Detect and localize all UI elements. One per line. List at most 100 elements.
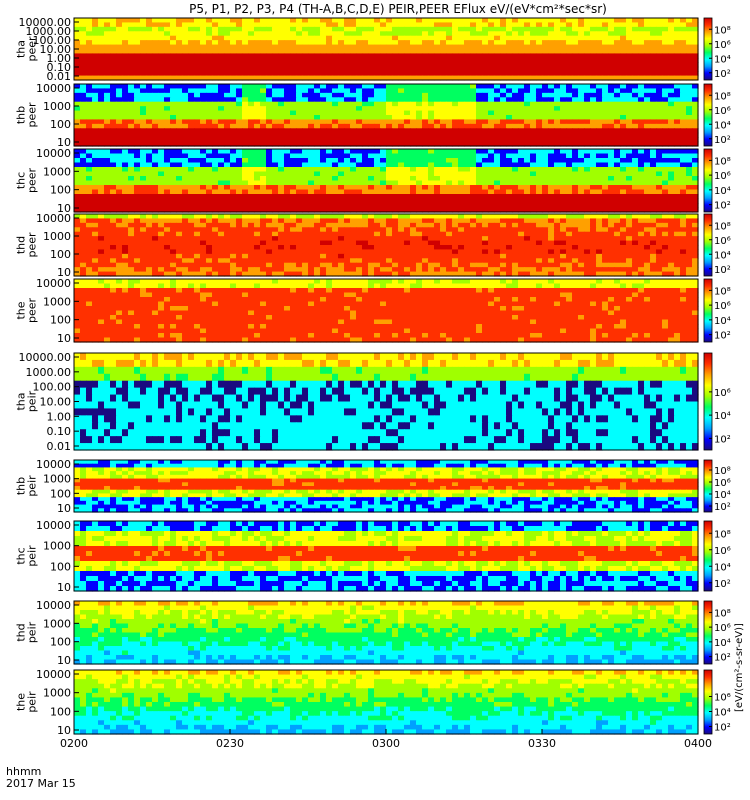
heatmap-cell bbox=[86, 101, 93, 107]
heatmap-cell bbox=[260, 22, 267, 28]
heatmap-cell bbox=[368, 198, 375, 204]
heatmap-cell bbox=[176, 153, 183, 159]
heatmap-cell bbox=[134, 66, 141, 72]
heatmap-cell bbox=[536, 203, 543, 209]
heatmap-cell bbox=[464, 44, 471, 50]
heatmap-cell bbox=[92, 53, 99, 59]
heatmap-cell bbox=[602, 176, 609, 182]
heatmap-cell bbox=[236, 88, 243, 94]
heatmap-cell bbox=[650, 198, 657, 204]
heatmap-cell bbox=[338, 115, 345, 121]
heatmap-cell bbox=[686, 62, 693, 68]
heatmap-cell bbox=[374, 75, 381, 81]
heatmap-cell bbox=[344, 40, 351, 46]
heatmap-cell bbox=[656, 66, 663, 72]
heatmap-cell bbox=[242, 141, 249, 147]
heatmap-cell bbox=[272, 128, 279, 134]
heatmap-cell bbox=[506, 57, 513, 63]
heatmap-cell bbox=[272, 62, 279, 68]
heatmap-cell bbox=[548, 35, 555, 41]
heatmap-cell bbox=[218, 97, 225, 103]
heatmap-cell bbox=[374, 231, 381, 237]
heatmap-cell bbox=[584, 62, 591, 68]
heatmap-cell bbox=[314, 53, 321, 59]
heatmap-cell bbox=[512, 158, 519, 164]
heatmap-cell bbox=[512, 162, 519, 168]
heatmap-cell bbox=[92, 101, 99, 107]
heatmap-cell bbox=[188, 35, 195, 41]
panel-ylabel-line: peer bbox=[26, 168, 39, 194]
heatmap-cell bbox=[692, 110, 699, 116]
heatmap-cell bbox=[446, 189, 453, 195]
heatmap-cell bbox=[554, 75, 561, 81]
heatmap-cell bbox=[248, 62, 255, 68]
heatmap-cell bbox=[464, 162, 471, 168]
heatmap-cell bbox=[512, 22, 519, 28]
heatmap-cell bbox=[92, 162, 99, 168]
heatmap-cell bbox=[470, 189, 477, 195]
heatmap-cell bbox=[524, 149, 531, 155]
heatmap-cell bbox=[116, 132, 123, 138]
heatmap-cell bbox=[74, 185, 81, 191]
heatmap-cell bbox=[614, 110, 621, 116]
heatmap-cell bbox=[206, 207, 213, 213]
heatmap-cell bbox=[608, 115, 615, 121]
heatmap-cell bbox=[134, 88, 141, 94]
heatmap-cell bbox=[470, 176, 477, 182]
heatmap-cell bbox=[134, 176, 141, 182]
heatmap-cell bbox=[284, 214, 291, 220]
heatmap-cell bbox=[674, 101, 681, 107]
heatmap-cell bbox=[518, 218, 525, 224]
heatmap-cell bbox=[614, 176, 621, 182]
heatmap-cell bbox=[278, 84, 285, 90]
heatmap-cell bbox=[494, 84, 501, 90]
heatmap-cell bbox=[290, 149, 297, 155]
heatmap-cell bbox=[524, 44, 531, 50]
heatmap-cell bbox=[140, 49, 147, 55]
heatmap-cell bbox=[488, 115, 495, 121]
heatmap-cell bbox=[554, 153, 561, 159]
heatmap-cell bbox=[692, 194, 699, 200]
heatmap-cell bbox=[692, 171, 699, 177]
heatmap-cell bbox=[404, 137, 411, 143]
heatmap-cell bbox=[116, 185, 123, 191]
heatmap-cell bbox=[566, 207, 573, 213]
heatmap-cell bbox=[140, 222, 147, 228]
heatmap-cell bbox=[326, 35, 333, 41]
heatmap-cell bbox=[338, 22, 345, 28]
heatmap-cell bbox=[74, 44, 81, 50]
heatmap-cell bbox=[440, 115, 447, 121]
heatmap-cell bbox=[98, 66, 105, 72]
heatmap-cell bbox=[386, 132, 393, 138]
heatmap-cell bbox=[524, 222, 531, 228]
heatmap-cell bbox=[458, 84, 465, 90]
heatmap-cell bbox=[236, 207, 243, 213]
heatmap-cell bbox=[260, 185, 267, 191]
heatmap-cell bbox=[332, 218, 339, 224]
heatmap-cell bbox=[332, 231, 339, 237]
heatmap-cell bbox=[338, 158, 345, 164]
heatmap-cell bbox=[362, 75, 369, 81]
heatmap-cell bbox=[128, 185, 135, 191]
heatmap-cell bbox=[218, 236, 225, 242]
heatmap-cell bbox=[518, 22, 525, 28]
heatmap-cell bbox=[584, 231, 591, 237]
heatmap-cell bbox=[686, 66, 693, 72]
heatmap-cell bbox=[374, 44, 381, 50]
heatmap-cell bbox=[572, 141, 579, 147]
heatmap-cell bbox=[590, 128, 597, 134]
heatmap-cell bbox=[278, 57, 285, 63]
heatmap-cell bbox=[398, 49, 405, 55]
heatmap-cell bbox=[434, 214, 441, 220]
heatmap-cell bbox=[488, 185, 495, 191]
heatmap-cell bbox=[554, 218, 561, 224]
heatmap-cell bbox=[296, 141, 303, 147]
heatmap-cell bbox=[374, 22, 381, 28]
heatmap-cell bbox=[104, 236, 111, 242]
heatmap-cell bbox=[440, 40, 447, 46]
heatmap-cell bbox=[158, 101, 165, 107]
y-tick-label: 100 bbox=[50, 118, 71, 131]
heatmap-cell bbox=[170, 162, 177, 168]
heatmap-cell bbox=[398, 31, 405, 37]
heatmap-cell bbox=[662, 185, 669, 191]
